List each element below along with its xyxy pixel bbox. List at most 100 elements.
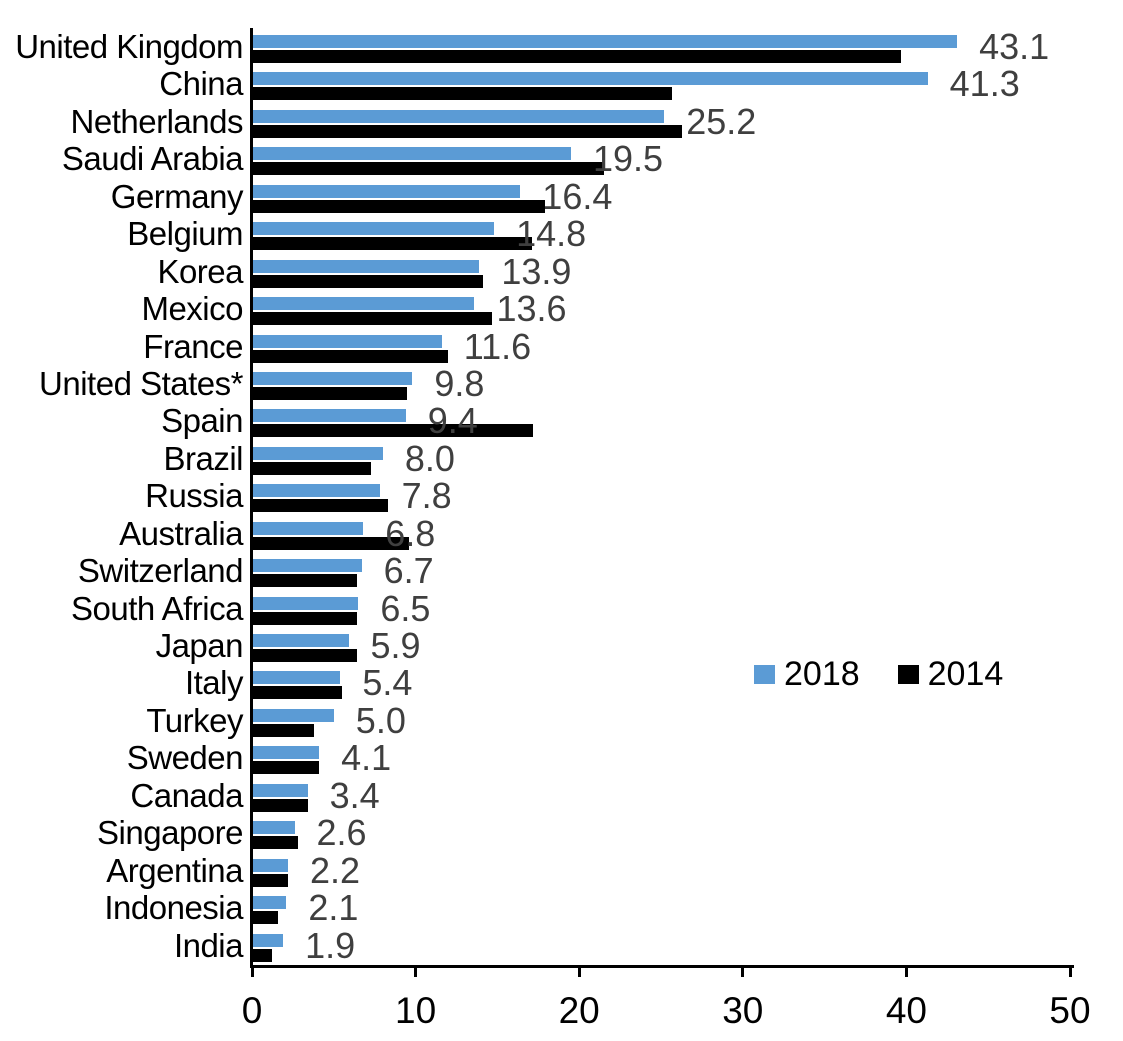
bar-group: 43.1	[252, 28, 1076, 65]
bar-group: 25.2	[252, 103, 1076, 140]
bar-2014	[252, 649, 357, 663]
bar-2018	[252, 297, 475, 311]
x-axis-tick	[741, 968, 745, 977]
bar-2018	[252, 259, 480, 273]
bar-2018	[252, 746, 320, 760]
bar-2014	[252, 199, 545, 213]
data-label-2018: 5.4	[362, 662, 413, 704]
data-label-2018: 43.1	[979, 26, 1050, 67]
data-label-2018: 6.8	[385, 512, 436, 554]
bar-group: 41.3	[252, 65, 1076, 102]
category-label: Saudi Arabia	[61, 140, 244, 178]
bar-group: 5.4	[252, 664, 1076, 701]
bar-2018	[252, 933, 284, 947]
bar-2018	[252, 521, 364, 535]
bar-2018	[252, 371, 413, 385]
data-label-2018: 5.9	[370, 625, 421, 667]
bar-group: 6.8	[252, 515, 1076, 552]
bar-group: 9.8	[252, 365, 1076, 402]
bar-2018	[252, 896, 287, 910]
bar-2018	[252, 559, 362, 573]
bar-2018	[252, 671, 341, 685]
bar-group: 2.1	[252, 889, 1076, 926]
bar-2018	[252, 109, 665, 123]
bar-2014	[252, 611, 357, 625]
bar-group: 14.8	[252, 215, 1076, 252]
bar-2014	[252, 312, 493, 326]
bar-2018	[252, 222, 495, 236]
legend-label-2018: 2018	[784, 655, 860, 693]
data-label-2018: 2.6	[316, 812, 367, 854]
bar-2018	[252, 783, 308, 797]
bar-group: 5.9	[252, 627, 1076, 664]
data-label-2018: 3.4	[329, 774, 380, 816]
bar-2018	[252, 708, 334, 722]
data-label-2018: 13.9	[501, 250, 572, 292]
bar-2014	[252, 798, 308, 812]
category-label: France	[143, 327, 243, 365]
x-axis-tick	[904, 968, 908, 977]
x-axis-line	[250, 965, 1074, 968]
category-label: China	[159, 65, 243, 103]
category-label: Belgium	[127, 215, 243, 253]
bar-group: 2.2	[252, 852, 1076, 889]
bar-2018	[252, 334, 442, 348]
bar-2014	[252, 761, 320, 775]
bar-group: 7.8	[252, 477, 1076, 514]
category-label: Netherlands	[70, 102, 244, 140]
bar-2014	[252, 162, 604, 176]
bar-2018	[252, 484, 380, 498]
category-label: Germany	[110, 177, 244, 215]
category-label: United Kingdom	[15, 28, 243, 65]
x-axis-tick	[250, 968, 254, 977]
data-label-2018: 7.8	[401, 475, 452, 517]
data-label-2018: 1.9	[305, 924, 356, 966]
bar-group: 6.5	[252, 590, 1076, 627]
data-label-2018: 16.4	[542, 175, 613, 217]
bar-2014	[252, 87, 673, 101]
legend: 2018 2014	[754, 657, 1003, 691]
legend-item-2014: 2014	[897, 657, 1003, 691]
x-axis-tick-label: 50	[1049, 990, 1091, 1031]
y-axis-line	[250, 28, 253, 968]
category-label: South Africa	[71, 589, 243, 627]
data-label-2018: 14.8	[516, 213, 587, 255]
x-axis-tick-label: 10	[395, 990, 437, 1031]
bar-2014	[252, 50, 902, 63]
legend-swatch-2018	[754, 664, 775, 684]
category-label: Mexico	[141, 290, 243, 328]
legend-swatch-2014	[897, 664, 919, 684]
bar-group: 16.4	[252, 178, 1076, 215]
x-axis-tick	[414, 968, 418, 977]
data-label-2018: 6.7	[383, 550, 434, 592]
bar-2014	[252, 349, 449, 363]
bar-group: 2.6	[252, 814, 1076, 851]
x-axis-tick	[1068, 968, 1072, 977]
category-label: United States*	[39, 364, 243, 402]
bar-2018	[252, 72, 928, 86]
bar-2018	[252, 446, 383, 460]
category-label: Singapore	[97, 814, 243, 852]
bar-group: 19.5	[252, 140, 1076, 177]
category-label: Japan	[155, 627, 244, 665]
data-label-2018: 5.0	[355, 699, 406, 741]
bar-group: 4.1	[252, 739, 1076, 776]
x-axis-tick-label: 40	[885, 990, 927, 1031]
category-label: Switzerland	[77, 552, 244, 590]
category-label: Canada	[130, 776, 243, 814]
category-label: India	[173, 926, 244, 964]
bar-2014	[252, 386, 408, 400]
bar-2018	[252, 35, 958, 48]
bar-2018	[252, 821, 295, 835]
bar-2014	[252, 237, 532, 251]
bar-2014	[252, 424, 534, 438]
legend-item-2018: 2018	[754, 657, 860, 691]
data-label-2018: 2.2	[309, 849, 361, 891]
bar-group: 3.4	[252, 777, 1076, 814]
data-label-2018: 6.5	[380, 587, 431, 629]
bar-2018	[252, 409, 406, 423]
bar-2018	[252, 858, 288, 872]
bar-2014	[252, 124, 683, 138]
bar-2014	[252, 836, 298, 850]
